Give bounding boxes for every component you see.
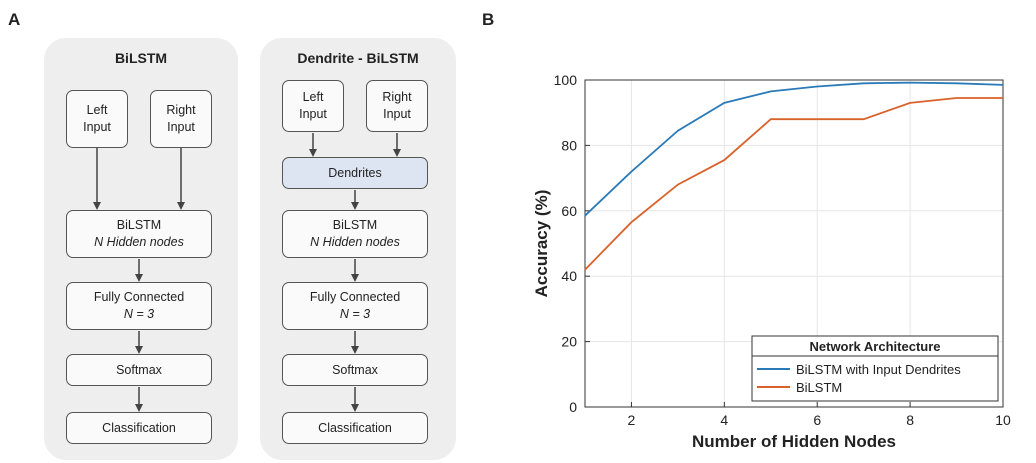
legend-label: BiLSTM — [796, 380, 842, 395]
bilstm-hidden-nodes-label: N Hidden nodes — [94, 235, 184, 249]
fully-connected-n-label: N = 3 — [123, 307, 155, 321]
classification-box: Classification — [282, 412, 428, 444]
legend-box — [751, 335, 999, 402]
fully-connected-n-label: N = 3 — [339, 307, 371, 321]
y-tick-label: 0 — [569, 399, 577, 415]
left-input-label-line2: Input — [299, 107, 327, 121]
right-input-box: Right Input — [366, 80, 428, 132]
y-tick-label: 100 — [554, 72, 578, 88]
right-input-label-line1: Right — [382, 90, 412, 104]
bilstm-layer-label: BiLSTM — [116, 218, 162, 232]
softmax-box: Softmax — [282, 354, 428, 386]
softmax-label: Softmax — [332, 362, 378, 377]
left-input-box: Left Input — [282, 80, 344, 132]
fully-connected-box: Fully Connected N = 3 — [66, 282, 212, 330]
bilstm-diagram-title: BiLSTM — [114, 50, 168, 66]
classification-label: Classification — [318, 420, 392, 435]
dendrites-box: Dendrites — [282, 157, 428, 189]
series-line — [584, 97, 1003, 271]
softmax-box: Softmax — [66, 354, 212, 386]
softmax-label: Softmax — [116, 362, 162, 377]
x-tick-label: 2 — [628, 412, 636, 428]
classification-label: Classification — [102, 420, 176, 435]
bilstm-layer-box: BiLSTM N Hidden nodes — [282, 210, 428, 258]
axes-frame — [584, 79, 1004, 408]
x-axis-label: Number of Hidden Nodes — [692, 432, 896, 451]
left-input-label-line2: Input — [83, 120, 111, 134]
bilstm-hidden-nodes-label: N Hidden nodes — [310, 235, 400, 249]
flow-arrows — [93, 133, 401, 412]
classification-box: Classification — [66, 412, 212, 444]
bilstm-layer-label: BiLSTM — [332, 218, 378, 232]
y-axis-label: Accuracy (%) — [532, 190, 551, 298]
x-tick-label: 6 — [813, 412, 821, 428]
dendrite-bilstm-diagram-title: Dendrite - BiLSTM — [297, 50, 419, 66]
x-tick-label: 10 — [995, 412, 1011, 428]
legend-label: BiLSTM with Input Dendrites — [796, 362, 961, 377]
fully-connected-label: Fully Connected — [309, 290, 401, 304]
right-input-box: Right Input — [150, 90, 212, 148]
left-input-label-line1: Left — [302, 90, 324, 104]
panel-a-letter: A — [8, 10, 21, 29]
left-input-box: Left Input — [66, 90, 128, 148]
fully-connected-label: Fully Connected — [93, 290, 185, 304]
right-input-label-line2: Input — [167, 120, 195, 134]
right-input-label-line2: Input — [383, 107, 411, 121]
panel-b-letter: B — [482, 10, 495, 29]
fully-connected-box: Fully Connected N = 3 — [282, 282, 428, 330]
y-tick-label: 40 — [561, 268, 577, 284]
x-tick-label: 8 — [906, 412, 914, 428]
bilstm-layer-box: BiLSTM N Hidden nodes — [66, 210, 212, 258]
legend-title: Network Architecture — [810, 339, 941, 354]
right-input-label-line1: Right — [166, 103, 196, 117]
y-tick-label: 80 — [561, 137, 577, 153]
left-input-label-line1: Left — [86, 103, 108, 117]
x-tick-label: 4 — [720, 412, 728, 428]
dendrites-label: Dendrites — [328, 165, 382, 180]
y-tick-label: 60 — [561, 203, 577, 219]
y-tick-label: 20 — [561, 334, 577, 350]
series-line — [584, 81, 1004, 217]
